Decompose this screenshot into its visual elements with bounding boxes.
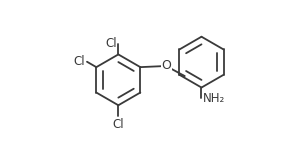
- Text: NH₂: NH₂: [203, 92, 225, 105]
- Text: Cl: Cl: [105, 37, 117, 50]
- Text: O: O: [161, 59, 171, 73]
- Text: Cl: Cl: [74, 55, 86, 68]
- Text: Cl: Cl: [113, 117, 124, 131]
